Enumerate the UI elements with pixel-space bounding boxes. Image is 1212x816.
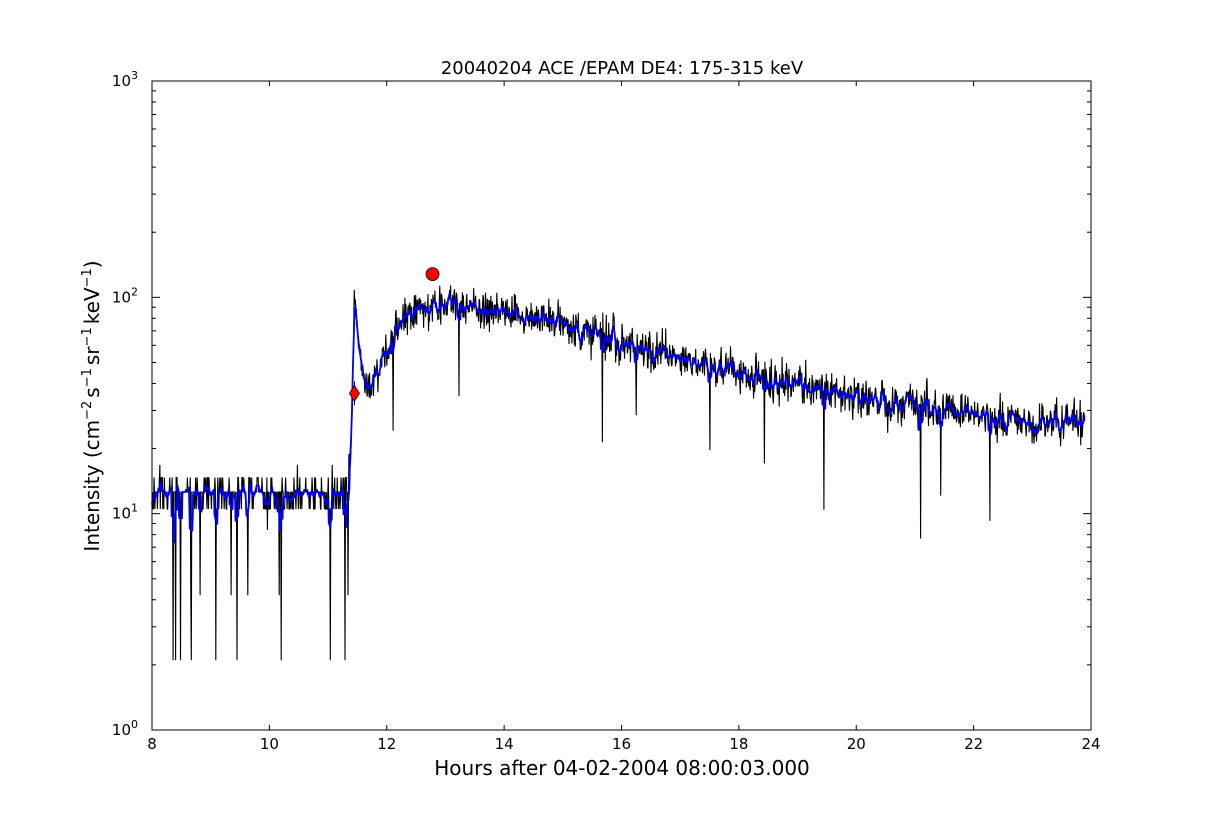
y-tick-label-exponent: 1 bbox=[131, 502, 138, 515]
y-axis-label-sup3: −1 bbox=[80, 327, 95, 346]
y-axis-label-part3: sr bbox=[80, 346, 104, 365]
y-tick-label: 100 bbox=[112, 718, 138, 739]
x-tick-label: 12 bbox=[377, 735, 396, 753]
y-tick-label: 102 bbox=[112, 285, 138, 306]
y-tick-label-base: 10 bbox=[112, 721, 131, 739]
x-tick-label: 8 bbox=[147, 735, 157, 753]
x-axis-label: Hours after 04-02-2004 08:00:03.000 bbox=[434, 756, 810, 780]
y-axis-label-part4: keV bbox=[80, 287, 104, 324]
y-axis-label-suffix: ) bbox=[80, 260, 104, 268]
x-tick-label: 22 bbox=[964, 735, 983, 753]
peak-marker bbox=[425, 267, 440, 282]
x-tick-label: 10 bbox=[260, 735, 279, 753]
y-axis-label-part2: s bbox=[80, 387, 104, 397]
x-tick-label: 14 bbox=[495, 735, 514, 753]
y-tick-label-base: 10 bbox=[112, 288, 131, 306]
y-tick-label-exponent: 0 bbox=[131, 718, 138, 731]
y-axis-label-sup4: −1 bbox=[80, 268, 95, 287]
x-tick-label: 24 bbox=[1081, 735, 1100, 753]
y-tick-label-exponent: 2 bbox=[131, 285, 138, 298]
onset-marker bbox=[349, 384, 360, 403]
smoothed-intensity-line bbox=[151, 294, 1086, 544]
data-layer bbox=[151, 267, 1086, 661]
x-tick-label: 16 bbox=[612, 735, 631, 753]
y-axis-label-sup1: −2 bbox=[80, 401, 95, 420]
y-tick-label-base: 10 bbox=[112, 505, 131, 523]
y-tick-label-base: 10 bbox=[112, 72, 131, 90]
y-tick-label: 103 bbox=[112, 69, 138, 90]
x-tick-label: 18 bbox=[729, 735, 748, 753]
y-axis-label: Intensity (cm−2s−1sr−1keV−1) bbox=[80, 260, 104, 551]
y-axis-label-prefix: Intensity (cm bbox=[80, 420, 104, 552]
y-tick-label: 101 bbox=[112, 502, 138, 523]
chart-title: 20040204 ACE /EPAM DE4: 175-315 keV bbox=[441, 58, 804, 79]
y-tick-label-exponent: 3 bbox=[131, 69, 138, 82]
x-tick-label: 20 bbox=[847, 735, 866, 753]
y-axis-label-sup2: −1 bbox=[80, 368, 95, 387]
